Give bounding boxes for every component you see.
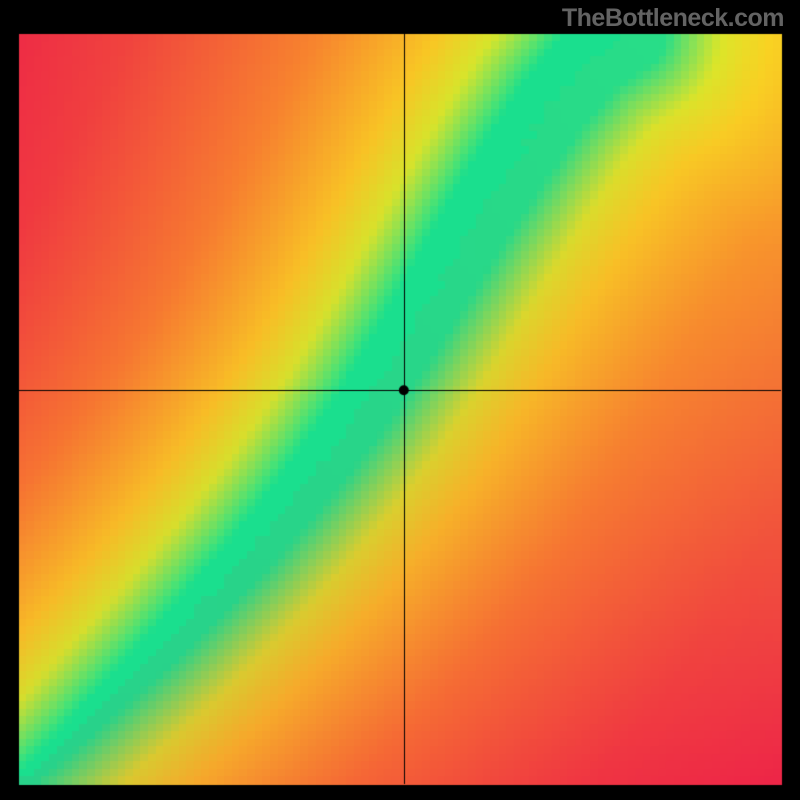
watermark-text: TheBottleneck.com	[562, 4, 784, 33]
chart-container: TheBottleneck.com	[0, 0, 800, 800]
bottleneck-heatmap	[0, 0, 800, 800]
